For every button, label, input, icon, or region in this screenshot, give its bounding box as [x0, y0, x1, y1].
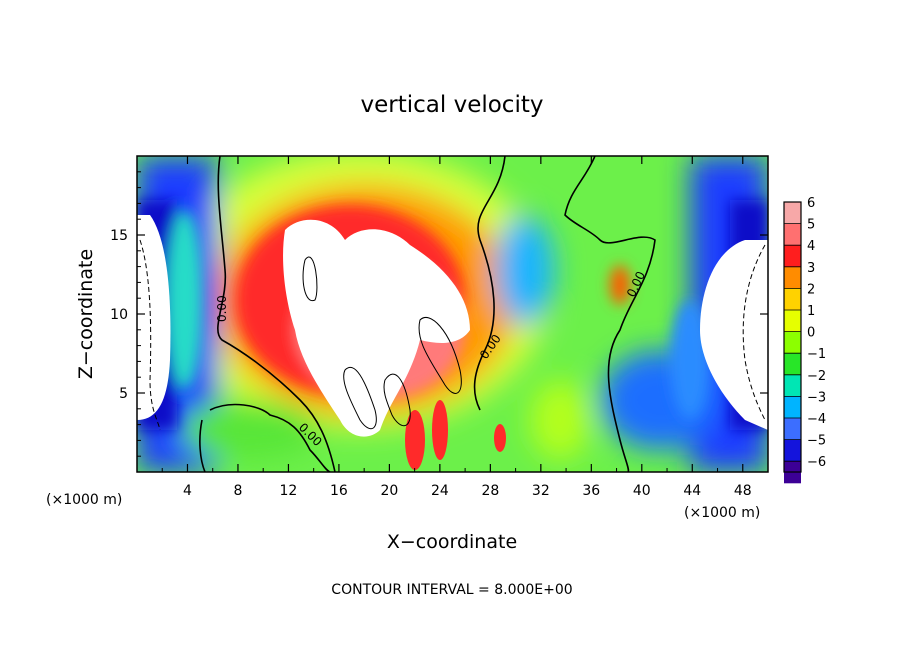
x-unit-right: (×1000 m) [684, 505, 760, 521]
colorbar-label: −2 [807, 369, 826, 384]
colorbar-label: 5 [807, 218, 815, 233]
colorbar-label: −4 [807, 412, 826, 427]
heatmap-field [137, 156, 768, 472]
x-tick-label: 4 [183, 483, 192, 499]
contour-interval-note: CONTOUR INTERVAL = 8.000E+00 [331, 582, 572, 598]
x-tick-label: 20 [380, 483, 398, 499]
x-tick-label: 8 [233, 483, 242, 499]
colorbar-label: −1 [807, 347, 826, 362]
colorbar-label: −3 [807, 390, 826, 405]
y-axis-label: Z−coordinate [75, 249, 97, 379]
colorbar-swatch [784, 439, 801, 462]
negative-contours [139, 239, 766, 431]
colorbar-swatch [784, 310, 801, 333]
colorbar-label: 4 [807, 239, 815, 254]
colorbar-swatch [784, 418, 801, 441]
x-tick-label: 44 [683, 483, 701, 499]
colorbar: 6 5 4 3 2 1 0 −1 −2 −3 −4 −5 −6 [783, 196, 826, 484]
x-tick-label: 48 [734, 483, 752, 499]
x-tick-label: 36 [582, 483, 600, 499]
x-tick-label: 16 [330, 483, 348, 499]
contour-label: 0.00 [215, 295, 229, 322]
colorbar-swatch [784, 353, 801, 376]
x-unit-left: (×1000 m) [46, 492, 122, 508]
colorbar-swatch [784, 331, 801, 354]
chart-title: vertical velocity [361, 92, 544, 118]
colorbar-label: 2 [807, 282, 815, 297]
y-tick-label: 15 [110, 228, 128, 244]
colorbar-label: 1 [807, 304, 815, 319]
positive-contours [302, 256, 462, 430]
y-tick-label: 10 [110, 307, 128, 323]
x-tick-label: 28 [481, 483, 499, 499]
colorbar-swatch [784, 223, 801, 246]
y-tick-label: 5 [119, 386, 128, 402]
x-tick-label: 40 [633, 483, 651, 499]
colorbar-label: 3 [807, 261, 815, 276]
x-axis-label: X−coordinate [387, 531, 517, 553]
x-tick-label: 12 [280, 483, 298, 499]
colorbar-swatch [784, 396, 801, 419]
colorbar-label: −6 [807, 455, 826, 470]
x-axis-ticks: 4 8 12 16 20 24 28 32 36 40 44 48 [161, 156, 752, 499]
x-tick-label: 24 [431, 483, 449, 499]
colorbar-swatch [784, 202, 801, 225]
x-tick-label: 32 [532, 483, 550, 499]
colorbar-label: 6 [807, 196, 815, 211]
colorbar-swatch [784, 245, 801, 268]
colorbar-swatch [784, 288, 801, 311]
contour-lines [199, 156, 656, 472]
y-axis-ticks: 5 10 15 [110, 171, 768, 457]
colorbar-swatch [784, 374, 801, 397]
colorbar-label: −5 [807, 434, 826, 449]
colorbar-swatch [784, 266, 801, 289]
colorbar-label: 0 [807, 326, 815, 341]
